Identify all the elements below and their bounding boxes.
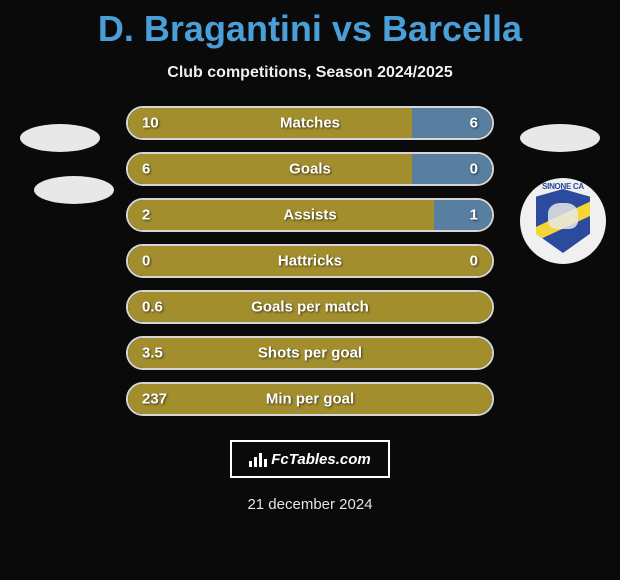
brand-label: FcTables.com <box>271 451 370 468</box>
stat-label: Goals <box>289 161 331 178</box>
subtitle: Club competitions, Season 2024/2025 <box>0 64 620 82</box>
stat-right-value: 0 <box>470 253 478 270</box>
player-right-badge-placeholder <box>520 124 600 152</box>
stat-left-value: 0.6 <box>142 299 163 316</box>
stat-label: Hattricks <box>278 253 342 270</box>
stat-label: Min per goal <box>266 391 354 408</box>
brand-box[interactable]: FcTables.com <box>230 440 390 478</box>
page-title: D. Bragantini vs Barcella <box>0 0 620 50</box>
bar-right-fill <box>434 200 492 230</box>
stat-left-value: 237 <box>142 391 167 408</box>
bar-left-fill <box>128 108 412 138</box>
stat-right-value: 0 <box>470 161 478 178</box>
stat-left-value: 10 <box>142 115 159 132</box>
shield-icon <box>536 189 590 253</box>
stat-row: 6 Goals 0 <box>126 152 494 186</box>
stat-left-value: 6 <box>142 161 150 178</box>
stat-row: 237 Min per goal <box>126 382 494 416</box>
bar-right-fill <box>412 154 492 184</box>
stats-bars-container: 10Matches66Goals02Assists10Hattricks00.6… <box>0 106 620 416</box>
club-badge-right: SINONE CA <box>520 178 606 264</box>
stat-label: Shots per goal <box>258 345 362 362</box>
stat-row: 10 Matches 6 <box>126 106 494 140</box>
date-line: 21 december 2024 <box>0 496 620 513</box>
player-left-badge-placeholder-2 <box>34 176 114 204</box>
bar-left-fill <box>128 154 412 184</box>
stat-label: Assists <box>283 207 336 224</box>
stat-row: 0.6 Goals per match <box>126 290 494 324</box>
stat-label: Matches <box>280 115 340 132</box>
stat-left-value: 2 <box>142 207 150 224</box>
stat-right-value: 1 <box>470 207 478 224</box>
stat-row: 3.5 Shots per goal <box>126 336 494 370</box>
bar-right-fill <box>412 108 492 138</box>
bar-chart-icon <box>249 451 267 467</box>
stat-left-value: 3.5 <box>142 345 163 362</box>
stat-label: Goals per match <box>251 299 369 316</box>
player-left-badge-placeholder-1 <box>20 124 100 152</box>
bar-left-fill <box>128 200 434 230</box>
stat-row: 2 Assists 1 <box>126 198 494 232</box>
stat-left-value: 0 <box>142 253 150 270</box>
stat-row: 0 Hattricks 0 <box>126 244 494 278</box>
stat-right-value: 6 <box>470 115 478 132</box>
